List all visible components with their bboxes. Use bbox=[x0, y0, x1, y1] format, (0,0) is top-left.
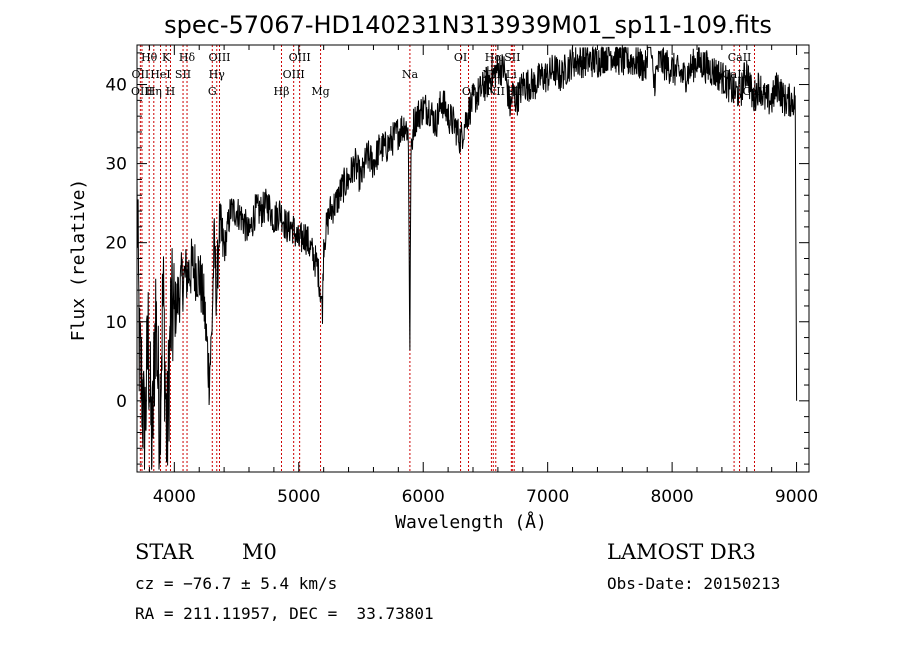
spectral-line-label: Hγ bbox=[209, 68, 226, 81]
spectral-line-label: Na bbox=[402, 68, 419, 81]
plot-frame bbox=[136, 44, 810, 473]
spectral-line-label: Li bbox=[506, 68, 517, 81]
x-tick-label: 7000 bbox=[526, 487, 569, 507]
spectral-line-label: G bbox=[208, 85, 217, 98]
spectral-line-label: Hη bbox=[146, 85, 162, 98]
spectrum-line bbox=[136, 45, 798, 470]
spectral-line-label: OIII bbox=[208, 51, 230, 64]
spectral-line-label: SII bbox=[175, 68, 191, 81]
spectral-line-label: OII bbox=[132, 68, 150, 81]
y-tick-label: 30 bbox=[105, 155, 127, 175]
spectral-line-label: CaII bbox=[728, 51, 752, 64]
spectral-line-label: SII bbox=[504, 51, 520, 64]
x-tick-label: 8000 bbox=[650, 487, 693, 507]
x-tick-label: 6000 bbox=[402, 487, 445, 507]
spectral-line-label: Mg bbox=[311, 85, 329, 98]
spectral-line-label: Hθ bbox=[141, 51, 158, 64]
spectral-line-label: K bbox=[162, 51, 171, 64]
x-tick-label: 9000 bbox=[775, 487, 818, 507]
chart-title: spec-57067-HD140231N313939M01_sp11-109.f… bbox=[164, 11, 772, 39]
spectral-line-label: Hβ bbox=[274, 85, 290, 98]
y-tick-label: 20 bbox=[105, 234, 127, 254]
observation-date: Obs-Date: 20150213 bbox=[607, 574, 781, 593]
x-axis-label: Wavelength (Å) bbox=[395, 511, 547, 533]
survey-name: LAMOST DR3 bbox=[607, 540, 756, 564]
x-tick-label: 4000 bbox=[153, 487, 196, 507]
spectral-line-label: OIII bbox=[283, 68, 305, 81]
y-tick-label: 10 bbox=[105, 313, 127, 333]
spectral-line-label: OIII bbox=[289, 51, 311, 64]
redshift-velocity: cz = −76.7 ± 5.4 km/s bbox=[135, 574, 338, 593]
object-subclass: M0 bbox=[242, 540, 277, 564]
sky-coordinates: RA = 211.11957, DEC = 33.73801 bbox=[135, 604, 434, 623]
spectral-line-label: OIII bbox=[131, 85, 153, 98]
x-axis-ticks: 4000 5000 6000 7000 8000 9000 bbox=[148, 45, 818, 507]
y-axis-label: Flux (relative) bbox=[68, 179, 89, 342]
spectral-line-label: H bbox=[166, 85, 176, 98]
object-type: STAR bbox=[135, 540, 194, 564]
spectral-line-label: HeI bbox=[150, 68, 170, 81]
spectral-line-label: Hδ bbox=[179, 51, 196, 64]
y-tick-label: 40 bbox=[105, 76, 127, 96]
y-axis-ticks: 0 10 20 30 40 bbox=[105, 52, 809, 465]
spectral-line-label: OI bbox=[454, 51, 467, 64]
y-tick-label: 0 bbox=[116, 392, 127, 412]
x-tick-label: 5000 bbox=[277, 487, 320, 507]
